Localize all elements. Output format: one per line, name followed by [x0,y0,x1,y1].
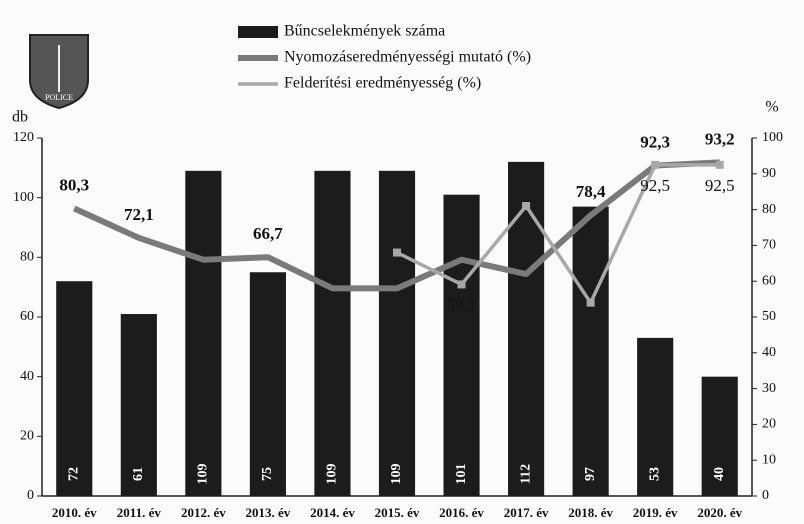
bar [508,161,545,496]
bar-value-label: 97 [583,467,598,481]
bar [443,194,480,496]
bar-value-label: 75 [260,467,275,481]
x-tick-label: 2017. év [504,505,549,520]
bar [185,170,222,497]
bar [314,170,351,497]
y2-tick-label: 0 [762,488,769,503]
bar-value-label: 101 [454,464,469,485]
legend-label: Bűncselekmények száma [284,23,445,40]
bar-value-label: 112 [518,464,533,484]
bar-value-label: 53 [647,467,662,481]
y2-tick-label: 90 [762,166,776,181]
line-value-label: 78,4 [576,182,606,201]
line-value-label: 66,7 [253,224,283,243]
bar [120,314,157,496]
line-marker [457,280,466,289]
y-tick-label: 0 [27,488,34,503]
x-tick-label: 2013. év [246,505,291,520]
y-tick-label: 100 [13,190,34,205]
line [73,159,720,292]
y2-tick-label: 40 [762,345,776,360]
y2-tick-label: 50 [762,309,776,324]
line-marker [522,202,531,211]
line-marker [651,160,660,169]
x-tick-label: 2012. év [181,505,226,520]
x-tick-label: 2011. év [117,505,162,520]
y-tick-label: 40 [20,369,34,384]
bar-value-label: 109 [389,464,404,485]
line-value-label: 92,5 [640,176,670,195]
logo-text: POLICE [45,93,73,102]
bar [637,337,674,496]
legend-label: Nyomozáseredményességi mutató (%) [284,49,531,66]
logo: POLICE [29,34,89,110]
bar [56,281,93,496]
line-marker [715,160,724,169]
y2-tick-label: 30 [762,381,776,396]
bar-value-label: 109 [196,464,211,485]
legend-label: Felderítési eredményesség (%) [284,75,481,92]
x-tick-label: 2014. év [310,505,355,520]
y-tick-label: 120 [13,130,34,145]
bar-value-label: 72 [66,467,81,481]
y-tick-label: 20 [20,429,34,444]
line-value-label: 59,1 [447,295,477,314]
y2-tick-label: 60 [762,273,776,288]
x-tick-label: 2019. év [633,505,678,520]
y-axis-label: db [12,109,28,126]
y-tick-label: 60 [20,309,34,324]
bar [572,206,609,496]
y2-tick-label: 80 [762,202,776,217]
y2-tick-label: 20 [762,417,776,432]
x-tick-label: 2020. év [697,505,742,520]
bar-value-label: 109 [325,464,340,485]
line-marker [393,248,401,257]
y2-tick-label: 100 [762,130,783,145]
line-value-label: 80,3 [59,175,89,194]
bar-value-label: 40 [712,467,727,481]
y2-axis-label: % [765,99,778,116]
line-value-label: 92,5 [705,176,735,195]
x-tick-label: 2018. év [568,505,613,520]
y-tick-label: 80 [20,250,34,265]
legend-swatch [238,26,278,38]
bar [701,376,738,496]
y2-tick-label: 70 [762,238,776,253]
line-value-label: 72,1 [124,205,154,224]
line-value-label: 93,2 [705,129,735,148]
bar [378,170,416,497]
x-tick-label: 2016. év [439,505,484,520]
x-tick-label: 2015. év [375,505,420,520]
bar [249,272,286,496]
y2-tick-label: 10 [762,452,776,467]
bar-value-label: 61 [131,467,146,481]
line [396,163,720,305]
x-tick-label: 2010. év [52,505,97,520]
line-value-label: 92,3 [640,132,670,151]
line-marker [586,298,595,307]
